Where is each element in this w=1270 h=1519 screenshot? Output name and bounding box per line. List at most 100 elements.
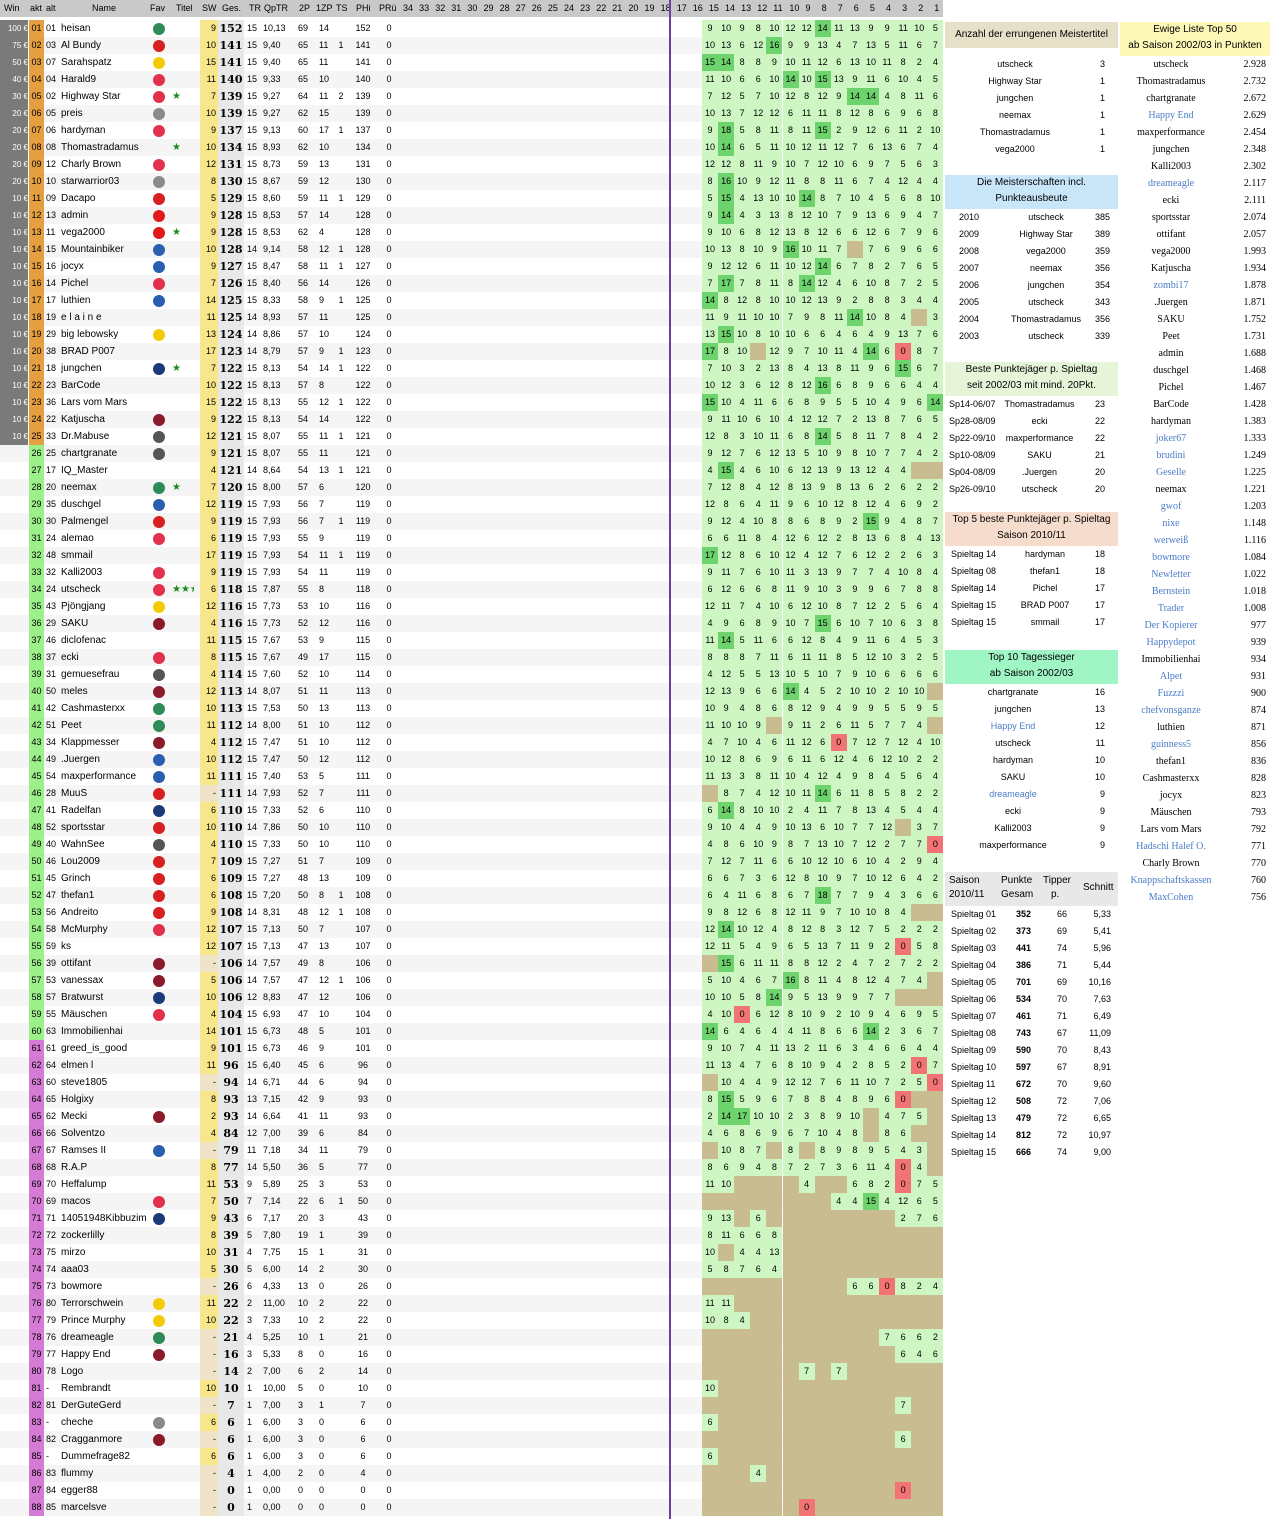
matchday-cell: 9 — [895, 241, 912, 258]
tips-count: 14 — [247, 958, 258, 968]
favorite-club-icon — [150, 343, 168, 360]
matchday-cell: 6 — [814, 751, 831, 768]
points-check: 0 — [386, 278, 392, 288]
table-row: 46 28 MuuS -111 14 7,93 52 7 111 0 8 7 4 12 10 11 14 6 11 8… — [0, 785, 943, 802]
matchday-header: 9 — [805, 3, 811, 13]
rank-previous: 03 — [46, 40, 57, 50]
matchday-cell: 12 — [798, 20, 815, 37]
title-stars — [172, 1159, 194, 1176]
points-check: 0 — [386, 1094, 392, 1104]
matchday-cell: 11 — [846, 717, 863, 734]
daily-wins: 1 — [338, 516, 344, 526]
matchday-cell: 4 — [750, 598, 767, 615]
tipper-count: 67 — [1056, 1062, 1067, 1072]
matchday-results: 14 6 4 6 4 4 11 8 6 6 14 2 3 6 7 — [401, 1023, 943, 1040]
matchday-cell: 10 — [798, 1006, 815, 1023]
matchday-score: 7 — [200, 853, 218, 870]
matchday-score: - — [200, 1346, 218, 1363]
matchday-cell — [734, 1499, 751, 1516]
rank-current: 22 — [29, 377, 44, 394]
matchday-cell: 10 — [734, 173, 751, 190]
prize — [0, 445, 28, 462]
matchday-cell — [830, 1380, 847, 1397]
favorite-club-icon — [150, 1244, 168, 1261]
matchday-cell — [830, 1176, 847, 1193]
table-row: 29 35 duschgel 12 119 15 7,93 56 7 119 0 12 8 6 4 11 9 6 1… — [0, 496, 943, 513]
matchday-cell: 13 — [718, 37, 735, 54]
tips-count: 15 — [247, 295, 258, 305]
points-check: 0 — [386, 1196, 392, 1206]
title-stars — [172, 700, 194, 717]
rank-current: 61 — [29, 1040, 44, 1057]
matchday-cell — [798, 1397, 815, 1414]
matchday-cell: 4 — [734, 1312, 751, 1329]
matchday-cell — [750, 1176, 767, 1193]
total-points: 122 — [218, 411, 244, 428]
matchday-cell: 5 — [798, 989, 815, 1006]
rank-previous: 66 — [46, 1128, 57, 1138]
matchday-cell: 9 — [750, 173, 767, 190]
matchday-cell: 8 — [750, 54, 767, 71]
matchday-cell: 8 — [814, 513, 831, 530]
matchday-cell: 3 — [895, 1023, 912, 1040]
favorite-club-icon — [150, 1210, 168, 1227]
player-name: Bratwurst — [61, 992, 104, 1003]
matchday-cell: 8 — [750, 122, 767, 139]
matchday-cell: 5 — [734, 938, 751, 955]
title-stars — [172, 445, 194, 462]
matchday-header: 1 — [934, 3, 940, 13]
matchday-score: - — [200, 1363, 218, 1380]
rank-current: 70 — [29, 1193, 44, 1210]
matchday-cell: 4 — [911, 1346, 928, 1363]
two-point-hits: 6 — [298, 1366, 304, 1376]
table-row: 10 €11 09 Dacapo 5 129 15 8,60 59 11 1 129 0 5 15 4 13 1… — [0, 190, 943, 207]
title-stars: ★ — [172, 363, 181, 374]
matchday-cell: 9 — [846, 207, 863, 224]
matchday-cell: 4 — [734, 1074, 751, 1091]
matchday-cell — [911, 1295, 928, 1312]
matchday-cell: 4 — [734, 1057, 751, 1074]
tips-count: 12 — [247, 1128, 258, 1138]
matchday-cell: 11 — [702, 1176, 718, 1193]
total-points: 0 — [218, 1499, 244, 1516]
matchday-cell — [911, 1125, 928, 1142]
matchday-cell: 5 — [750, 666, 767, 683]
two-point-hits: 55 — [298, 397, 309, 407]
matchday-score: 11 — [200, 1057, 218, 1074]
player-name: brudini — [1156, 450, 1186, 461]
matchday-cell: 11 — [718, 411, 735, 428]
points-per-tip: 7,86 — [263, 822, 281, 832]
matchday-cell: 4 — [766, 921, 783, 938]
matchday-cell: 10 — [782, 666, 799, 683]
matchday-cell: 7 — [830, 241, 847, 258]
matchday-cell: 10 — [750, 241, 767, 258]
points-per-tip: 8,07 — [263, 448, 281, 458]
matchday-cell: 4 — [879, 1193, 896, 1210]
matchday-cell: 11 — [814, 105, 831, 122]
matchday-cell: 7 — [830, 411, 847, 428]
matchday-cell: 7 — [863, 955, 879, 972]
player-name: egger88 — [61, 1485, 98, 1496]
matchday-cell: 6 — [766, 870, 783, 887]
matchday-cell: 12 — [830, 496, 847, 513]
matchday-cell: 6 — [911, 1193, 928, 1210]
matchday-cell: 10 — [863, 54, 879, 71]
matchday-cell: 6 — [782, 394, 799, 411]
points-history: 108 — [355, 907, 371, 917]
matchday-cell: 7 — [830, 547, 847, 564]
matchday-cell: 4 — [830, 972, 847, 989]
matchday-cell — [814, 1499, 831, 1516]
matchday-cell: 4 — [895, 632, 912, 649]
wins: 9 — [1099, 823, 1105, 833]
matchday-cell: 5 — [798, 666, 815, 683]
rank-current: 80 — [29, 1363, 44, 1380]
matchday-cell: 6 — [814, 819, 831, 836]
matchday-cell: 4 — [927, 802, 943, 819]
matchday-cell: 11 — [846, 785, 863, 802]
club-badge-icon — [153, 448, 165, 460]
total-points: 110 — [218, 802, 244, 819]
matchday-score: 9 — [200, 564, 218, 581]
matchday-cell — [750, 1329, 767, 1346]
points-check: 0 — [386, 108, 392, 118]
